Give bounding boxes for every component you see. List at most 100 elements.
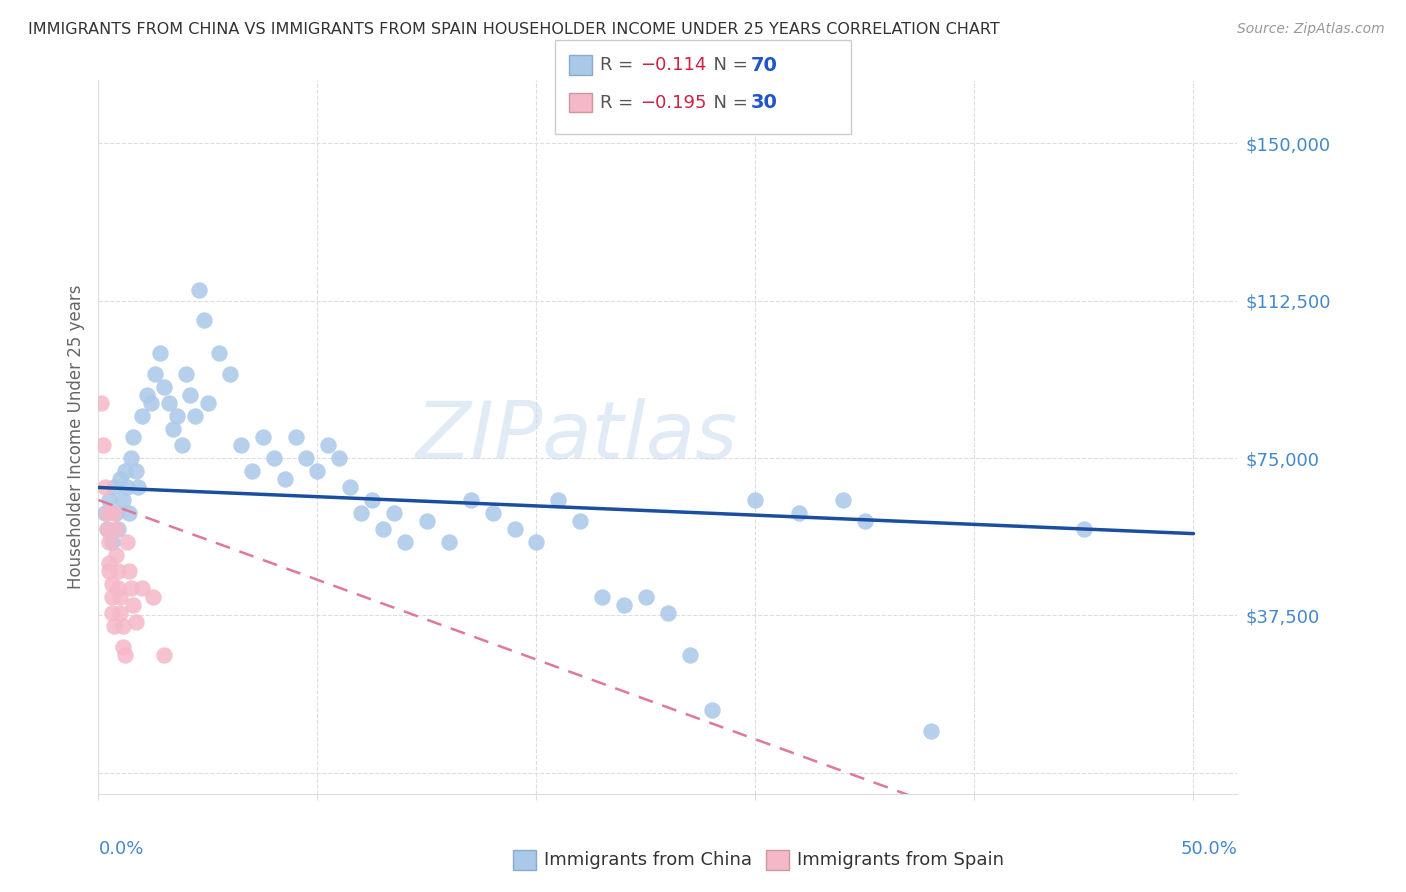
Text: IMMIGRANTS FROM CHINA VS IMMIGRANTS FROM SPAIN HOUSEHOLDER INCOME UNDER 25 YEARS: IMMIGRANTS FROM CHINA VS IMMIGRANTS FROM… (28, 22, 1000, 37)
Point (98, 535, 121, 549)
Point (526, 535, 548, 549)
Point (107, 565, 129, 579)
Text: Source: ZipAtlas.com: Source: ZipAtlas.com (1237, 22, 1385, 37)
Point (111, 619, 134, 633)
Point (96, 523, 118, 537)
Point (350, 506, 373, 520)
Point (91, 438, 114, 452)
Point (184, 409, 207, 423)
Text: R =: R = (600, 56, 640, 74)
Point (153, 648, 176, 663)
Point (744, 493, 766, 508)
Point (193, 312, 215, 326)
Point (328, 451, 350, 466)
Point (124, 464, 146, 478)
Y-axis label: Householder Income Under 25 years: Householder Income Under 25 years (67, 285, 86, 590)
Point (110, 590, 132, 604)
Point (318, 438, 340, 452)
Point (131, 581, 153, 595)
Point (103, 506, 125, 520)
Point (188, 283, 211, 297)
Text: ZIPatlas: ZIPatlas (416, 398, 738, 476)
Point (111, 493, 134, 508)
Text: −0.195: −0.195 (640, 94, 706, 112)
Text: Immigrants from Spain: Immigrants from Spain (797, 851, 1004, 869)
Point (394, 535, 416, 549)
Point (90, 396, 112, 410)
Point (100, 577, 122, 591)
Point (657, 607, 679, 621)
Point (460, 493, 482, 508)
Point (104, 523, 127, 537)
Point (135, 388, 157, 402)
Point (100, 535, 122, 549)
Point (104, 548, 127, 562)
Point (124, 615, 146, 629)
Point (120, 581, 142, 595)
Point (110, 472, 132, 486)
Point (122, 598, 145, 612)
Point (1073, 523, 1095, 537)
Point (284, 430, 307, 444)
Point (98, 556, 121, 570)
Point (481, 506, 503, 520)
Point (94, 506, 117, 520)
Point (613, 598, 636, 612)
Point (218, 367, 240, 381)
Point (832, 493, 855, 508)
Point (107, 581, 129, 595)
Point (104, 506, 127, 520)
Text: 0.0%: 0.0% (98, 840, 143, 858)
Point (139, 396, 162, 410)
Point (110, 607, 132, 621)
Point (208, 346, 231, 360)
Point (98, 565, 121, 579)
Point (115, 480, 138, 494)
Point (179, 388, 201, 402)
Point (339, 480, 361, 494)
Point (263, 451, 285, 466)
Point (787, 506, 810, 520)
Point (118, 565, 141, 579)
Point (127, 480, 149, 494)
Text: Immigrants from China: Immigrants from China (544, 851, 752, 869)
Point (145, 367, 166, 381)
Text: −0.114: −0.114 (640, 56, 706, 74)
Text: N =: N = (702, 94, 754, 112)
Point (103, 619, 125, 633)
Point (679, 648, 702, 663)
Point (700, 703, 723, 717)
Point (361, 493, 384, 508)
Text: R =: R = (600, 94, 640, 112)
Point (96, 506, 118, 520)
Point (547, 493, 569, 508)
Point (107, 523, 129, 537)
Point (131, 409, 153, 423)
Point (371, 523, 394, 537)
Point (920, 723, 942, 738)
Point (157, 396, 180, 410)
Point (122, 430, 145, 444)
Point (307, 464, 329, 478)
Point (103, 480, 125, 494)
Text: 70: 70 (751, 55, 778, 75)
Point (114, 464, 136, 478)
Point (569, 514, 592, 528)
Point (229, 438, 252, 452)
Point (295, 451, 318, 466)
Point (273, 472, 295, 486)
Point (94, 480, 117, 494)
Point (98, 493, 121, 508)
Point (634, 590, 657, 604)
Point (111, 640, 134, 654)
Text: 30: 30 (751, 93, 778, 112)
Point (382, 506, 405, 520)
Point (197, 396, 219, 410)
Point (100, 590, 122, 604)
Point (170, 438, 193, 452)
Point (416, 514, 439, 528)
Point (437, 535, 460, 549)
Point (591, 590, 613, 604)
Point (240, 464, 263, 478)
Point (114, 648, 136, 663)
